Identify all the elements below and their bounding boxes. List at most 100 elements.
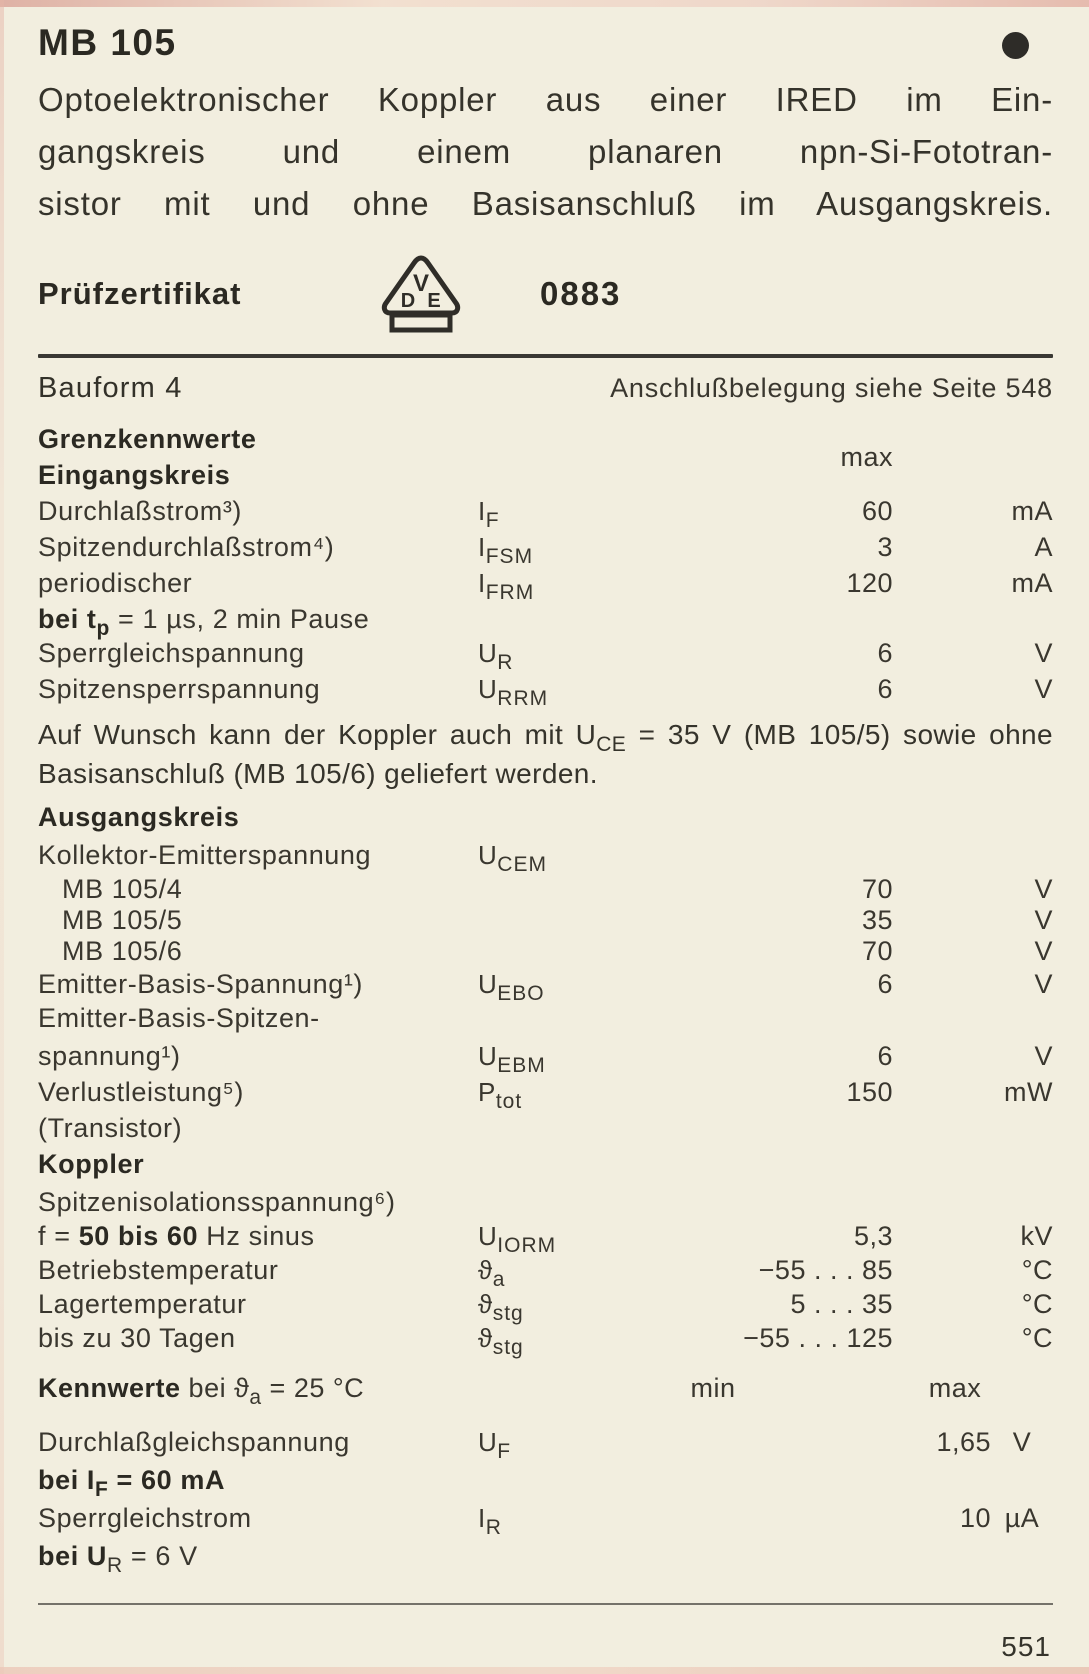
row-label: spannung¹) <box>38 1041 181 1071</box>
row-unit: A <box>1034 532 1053 562</box>
certificate-number: 0883 <box>540 275 622 312</box>
row-value: 10 <box>959 1503 991 1533</box>
table-row: Kollektor-Emitterspannung UCEM <box>38 838 1053 876</box>
bauform-label: Bauform 4 <box>38 372 183 404</box>
row-label: periodischer <box>38 568 193 598</box>
certificate-row: Prüfzertifikat V D E 0883 <box>38 252 1053 336</box>
section-title: Kennwerte <box>38 1373 181 1403</box>
row-value: 70 <box>861 874 893 904</box>
column-header-max: max <box>928 1373 982 1403</box>
bullet-dot-icon <box>1002 32 1029 59</box>
row-symbol: UEBM <box>478 1041 546 1077</box>
vde-logo-icon: V D E <box>381 255 461 333</box>
svg-text:V: V <box>413 270 429 297</box>
description-paragraph: Optoelektronischer Koppler aus einer IRE… <box>38 74 1053 230</box>
row-symbol: IFSM <box>478 532 534 568</box>
table-row: Spitzendurchlaßstrom⁴) IFSM 3 A <box>38 530 1053 568</box>
row-label: bis zu 30 Tagen <box>38 1323 236 1353</box>
row-symbol: IR <box>478 1503 502 1539</box>
row-label: Kollektor-Emitterspannung <box>38 840 372 870</box>
row-label: MB 105/6 <box>62 936 183 966</box>
table-row: periodischer IFRM 120 mA <box>38 566 1053 604</box>
row-unit: V <box>1034 638 1053 668</box>
table-section-header: Koppler <box>38 1147 1053 1185</box>
row-label: Sperrgleichstrom <box>38 1503 252 1533</box>
table-row: Spitzensperrspannung URRM 6 V <box>38 672 1053 710</box>
page-number: 551 <box>1001 1631 1051 1662</box>
row-unit: V <box>1034 874 1053 904</box>
table-row: Durchlaßstrom³) IF 60 mA <box>38 494 1053 532</box>
scan-edge-bottom <box>0 1667 1089 1674</box>
divider-rule <box>38 354 1053 358</box>
row-value: 5 . . . 35 <box>790 1289 893 1319</box>
section-title: Grenzkennwerte <box>38 424 257 454</box>
row-label: Durchlaßstrom³) <box>38 496 243 526</box>
row-symbol: ϑa <box>478 1255 506 1291</box>
row-value: −55 . . . 125 <box>743 1323 893 1353</box>
row-symbol: UR <box>478 638 514 674</box>
page-title: MB 105 <box>38 22 177 63</box>
row-label: Durchlaßgleichspannung <box>38 1427 350 1457</box>
pin-assignment-note: Anschlußbelegung siehe Seite 548 <box>610 373 1053 403</box>
row-symbol: IFRM <box>478 568 535 604</box>
row-symbol: ϑstg <box>478 1289 524 1325</box>
row-label: bei tp = 1 µs, 2 min Pause <box>38 604 370 640</box>
row-unit: °C <box>1021 1323 1053 1353</box>
title-row: MB 105 <box>38 22 1053 66</box>
row-symbol: IF <box>478 496 500 532</box>
scan-edge-left <box>0 0 4 1674</box>
table-row: f = 50 bis 60 Hz sinus UIORM 5,3 kV <box>38 1219 1053 1257</box>
row-unit: kV <box>1020 1221 1053 1251</box>
table-row: MB 105/6 70 V <box>38 936 1053 967</box>
table-row: Spitzenisolationsspannung⁶) <box>38 1185 1053 1219</box>
row-label: Emitter-Basis-Spitzen- <box>38 1003 320 1033</box>
row-label: (Transistor) <box>38 1113 183 1143</box>
row-label: Emitter-Basis-Spannung¹) <box>38 969 364 999</box>
row-label: bei UR = 6 V <box>38 1541 198 1577</box>
row-value: 150 <box>846 1077 893 1107</box>
row-value: 6 <box>877 674 893 704</box>
table-row: Verlustleistung⁵) Ptot 150 mW <box>38 1075 1053 1113</box>
row-label: f = 50 bis 60 Hz sinus <box>38 1221 315 1251</box>
svg-text:D: D <box>401 290 415 312</box>
certificate-label: Prüfzertifikat <box>38 276 242 311</box>
row-label: Sperrgleichspannung <box>38 638 305 668</box>
column-header-min: min <box>690 1373 736 1403</box>
table-row: Sperrgleichspannung UR 6 V <box>38 636 1053 674</box>
option-note-line: Basisanschluß (MB 105/6) geliefert werde… <box>38 758 598 789</box>
row-value: 6 <box>877 638 893 668</box>
table-row: Betriebstemperatur ϑa −55 . . . 85 °C <box>38 1253 1053 1291</box>
row-label: MB 105/5 <box>62 905 183 935</box>
row-symbol: UIORM <box>478 1221 557 1257</box>
row-value: 120 <box>846 568 893 598</box>
row-label: MB 105/4 <box>62 874 183 904</box>
kennwerte-header: Kennwerte bei ϑa = 25 °C min max <box>38 1373 1053 1415</box>
row-unit: mA <box>1011 496 1053 526</box>
row-symbol: ϑstg <box>478 1323 524 1359</box>
row-label: Eingangskreis <box>38 460 231 490</box>
row-label: Verlustleistung⁵) <box>38 1077 244 1107</box>
scan-edge-top <box>0 0 1089 7</box>
row-unit: mA <box>1011 568 1053 598</box>
row-unit: µA <box>1004 1503 1040 1533</box>
row-unit: V <box>1034 1041 1053 1071</box>
bauform-row: Bauform 4 Anschlußbelegung siehe Seite 5… <box>38 372 1053 422</box>
column-header-max: max <box>840 442 893 472</box>
row-label: Spitzensperrspannung <box>38 674 321 704</box>
row-unit: °C <box>1021 1255 1053 1285</box>
table-row: Emitter-Basis-Spannung¹) UEBO 6 V <box>38 967 1053 1005</box>
row-value: 35 <box>861 905 893 935</box>
row-value: −55 . . . 85 <box>758 1255 893 1285</box>
table-row: Sperrgleichstrom IR 10 µA <box>38 1501 1053 1539</box>
row-label: bei IF = 60 mA <box>38 1465 226 1501</box>
option-note-line: Auf Wunsch kann der Koppler auch mit UCE… <box>38 719 1053 756</box>
row-value: 1,65 <box>936 1427 991 1457</box>
row-unit: mW <box>1004 1077 1053 1107</box>
row-value: 70 <box>861 936 893 966</box>
row-label: Spitzenisolationsspannung⁶) <box>38 1187 396 1217</box>
row-label: Spitzendurchlaßstrom⁴) <box>38 532 335 562</box>
row-symbol: UCEM <box>478 840 547 876</box>
description-line: sistor mit und ohne Basisanschluß im Aus… <box>38 185 1053 222</box>
row-symbol: UEBO <box>478 969 545 1005</box>
table-row: MB 105/4 70 V <box>38 874 1053 905</box>
